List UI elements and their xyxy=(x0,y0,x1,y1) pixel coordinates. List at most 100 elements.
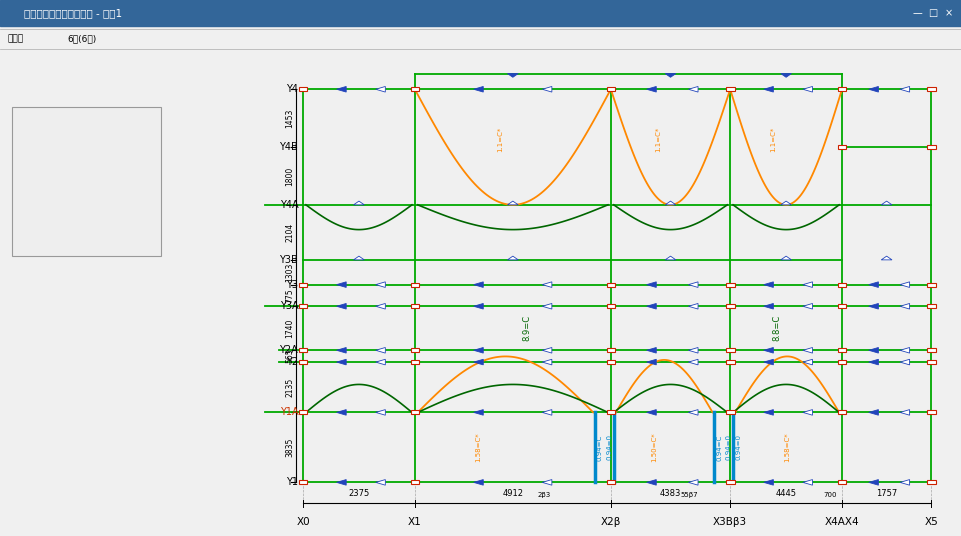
Text: 1.58=C*: 1.58=C* xyxy=(784,433,790,462)
Text: 0.94=0: 0.94=0 xyxy=(726,434,731,460)
Polygon shape xyxy=(507,201,518,205)
Text: 縮尺：1 / 157: 縮尺：1 / 157 xyxy=(19,133,71,144)
Text: 1.50=C*: 1.50=C* xyxy=(651,433,656,462)
Polygon shape xyxy=(868,282,877,287)
Polygon shape xyxy=(868,86,877,92)
Text: Y3B: Y3B xyxy=(280,255,298,265)
Polygon shape xyxy=(899,303,909,309)
Text: X0: X0 xyxy=(296,517,309,527)
Polygon shape xyxy=(646,282,655,287)
Bar xyxy=(837,360,846,364)
Polygon shape xyxy=(688,347,698,353)
Text: 曲げ：M: 曲げ：M xyxy=(19,168,52,178)
Text: 小梁・片持梁（検定比）: 小梁・片持梁（検定比） xyxy=(19,151,84,161)
Bar xyxy=(837,87,846,91)
Text: 0.94=0: 0.94=0 xyxy=(606,434,612,460)
Polygon shape xyxy=(354,201,364,205)
Polygon shape xyxy=(376,86,385,92)
Text: 775: 775 xyxy=(285,288,294,303)
Bar xyxy=(410,360,419,364)
Polygon shape xyxy=(473,282,482,287)
Polygon shape xyxy=(802,410,812,415)
Bar xyxy=(926,282,934,287)
Polygon shape xyxy=(646,480,655,485)
Text: —: — xyxy=(912,8,922,18)
Bar xyxy=(605,348,614,352)
Polygon shape xyxy=(802,480,812,485)
Polygon shape xyxy=(376,480,385,485)
Bar xyxy=(0,0,961,26)
Polygon shape xyxy=(646,347,655,353)
Text: 0.94=C: 0.94=C xyxy=(597,434,603,460)
Text: 0.94=0: 0.94=0 xyxy=(735,434,741,460)
Polygon shape xyxy=(542,359,552,365)
Text: 4445: 4445 xyxy=(775,489,796,498)
Bar xyxy=(410,282,419,287)
Bar xyxy=(410,410,419,414)
Polygon shape xyxy=(899,359,909,365)
Text: 2104: 2104 xyxy=(285,223,294,242)
Polygon shape xyxy=(763,410,773,415)
Bar xyxy=(605,282,614,287)
Polygon shape xyxy=(376,410,385,415)
Text: Y1A: Y1A xyxy=(280,407,298,418)
Polygon shape xyxy=(688,303,698,309)
Polygon shape xyxy=(646,303,655,309)
Text: 2375: 2375 xyxy=(348,489,369,498)
Bar xyxy=(605,480,614,485)
Bar xyxy=(298,348,308,352)
Bar xyxy=(926,304,934,308)
Text: X4AX4: X4AX4 xyxy=(824,517,858,527)
Polygon shape xyxy=(376,359,385,365)
Polygon shape xyxy=(868,359,877,365)
Bar xyxy=(837,410,846,414)
Polygon shape xyxy=(899,86,909,92)
Polygon shape xyxy=(542,86,552,92)
Polygon shape xyxy=(473,410,482,415)
Polygon shape xyxy=(354,256,364,260)
Bar xyxy=(726,282,734,287)
Polygon shape xyxy=(376,303,385,309)
Text: X2β: X2β xyxy=(600,517,621,527)
Polygon shape xyxy=(664,73,676,77)
Polygon shape xyxy=(473,86,482,92)
Polygon shape xyxy=(899,347,909,353)
Text: 1.1=C*: 1.1=C* xyxy=(497,126,503,152)
Text: Y2A: Y2A xyxy=(280,345,298,355)
Polygon shape xyxy=(542,480,552,485)
Bar xyxy=(298,480,308,485)
Polygon shape xyxy=(542,410,552,415)
Bar xyxy=(605,360,614,364)
Polygon shape xyxy=(780,201,791,205)
Text: Y1: Y1 xyxy=(286,478,298,487)
Bar xyxy=(837,282,846,287)
Text: せん断：0: せん断：0 xyxy=(19,237,55,247)
Text: 1740: 1740 xyxy=(285,318,294,338)
Polygon shape xyxy=(336,347,346,353)
Text: X5: X5 xyxy=(924,517,937,527)
Polygon shape xyxy=(336,282,346,287)
Polygon shape xyxy=(376,282,385,287)
Bar xyxy=(605,304,614,308)
Polygon shape xyxy=(664,256,676,260)
Polygon shape xyxy=(763,282,773,287)
Bar xyxy=(837,145,846,149)
Bar xyxy=(926,410,934,414)
Polygon shape xyxy=(899,410,909,415)
Text: 55β7: 55β7 xyxy=(679,492,698,498)
Text: 1.58=C*: 1.58=C* xyxy=(475,433,480,462)
Polygon shape xyxy=(880,201,891,205)
Bar xyxy=(298,410,308,414)
Text: Y4B: Y4B xyxy=(280,142,298,152)
Polygon shape xyxy=(763,359,773,365)
Polygon shape xyxy=(688,410,698,415)
Bar xyxy=(726,348,734,352)
Bar xyxy=(12,107,160,256)
Text: 4383: 4383 xyxy=(659,489,680,498)
Bar xyxy=(410,304,419,308)
Polygon shape xyxy=(688,282,698,287)
Text: 2135: 2135 xyxy=(285,378,294,397)
Text: 1800: 1800 xyxy=(285,166,294,185)
Polygon shape xyxy=(336,480,346,485)
Text: Y2: Y2 xyxy=(285,357,298,367)
